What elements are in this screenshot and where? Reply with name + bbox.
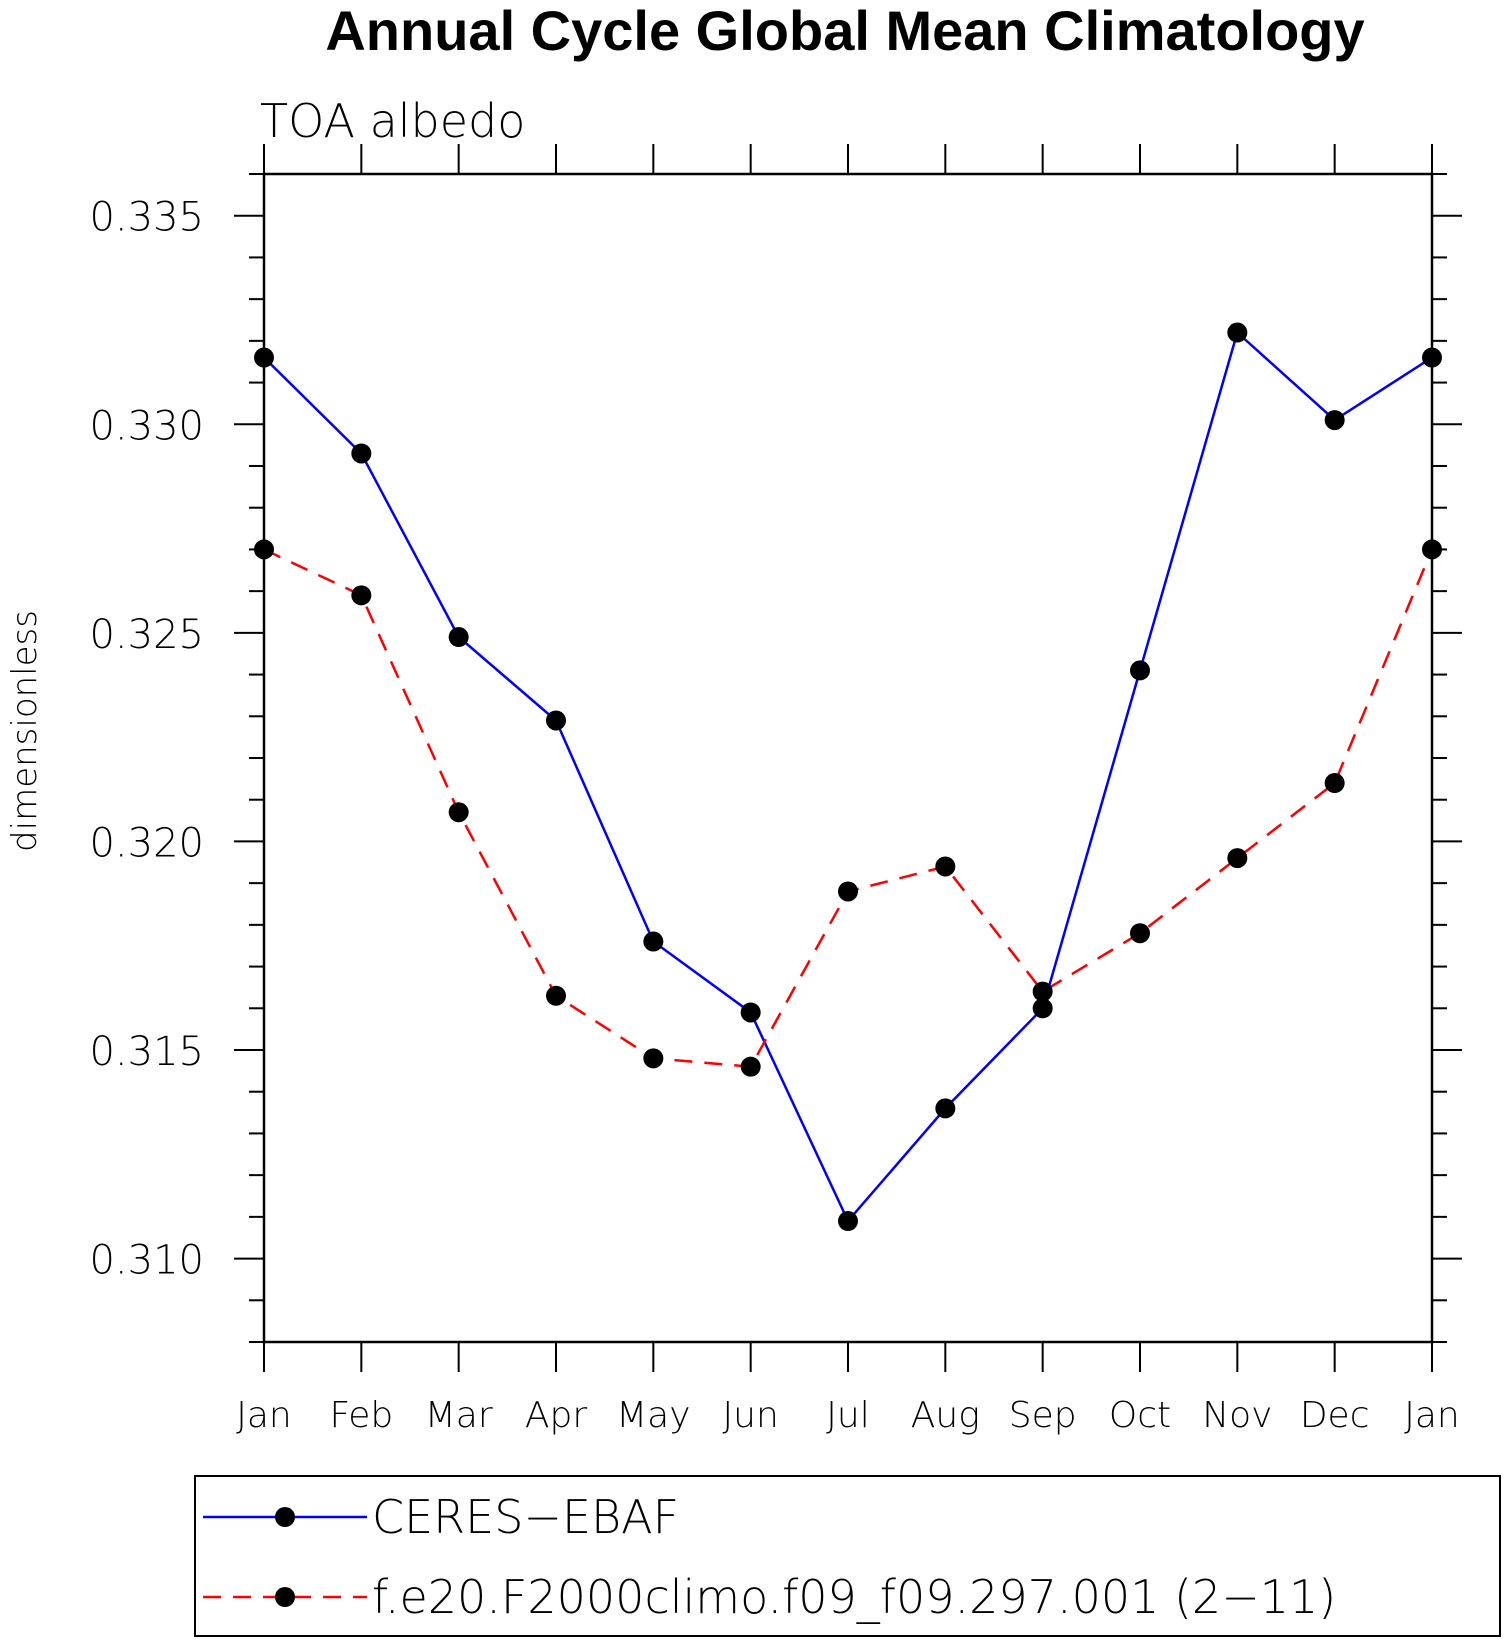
x-tick-label: Oct <box>1109 1395 1171 1436</box>
series-2-point <box>448 802 469 823</box>
y-axis-ticks: 0.310 0.315 0.320 0.325 0.330 0.335 <box>89 173 1462 1343</box>
y-tick-label: 0.320 <box>89 820 204 866</box>
x-tick-label: Nov <box>1202 1395 1272 1436</box>
legend-box <box>194 1475 1501 1637</box>
x-tick-label: Aug <box>911 1395 980 1436</box>
x-tick-label: Jul <box>826 1395 869 1436</box>
series-2-point <box>546 985 566 1006</box>
series-2-point <box>1227 848 1248 869</box>
series-1-point <box>643 931 664 952</box>
chart-title: Annual Cycle Global Mean Climatology <box>325 0 1364 62</box>
series-2-point <box>1324 773 1345 794</box>
series-2-point <box>838 881 858 902</box>
series-2-point <box>1130 923 1150 944</box>
series-2-point <box>254 539 274 560</box>
series-1-point <box>448 627 469 648</box>
y-tick-label: 0.315 <box>89 1029 204 1075</box>
legend-label-series-1: CERES−EBAF <box>372 1490 679 1544</box>
series-2-line <box>263 548 1434 1069</box>
legend-marker-series-1 <box>275 1507 295 1527</box>
series-1-point <box>740 1002 761 1023</box>
series-1-point <box>1032 998 1053 1019</box>
series-1-point <box>1130 660 1150 681</box>
series-1-point <box>1324 410 1345 431</box>
y-tick-label: 0.335 <box>89 195 204 241</box>
series-2-point <box>1032 981 1053 1002</box>
y-tick-label: 0.310 <box>89 1238 204 1284</box>
series-1-point <box>1422 347 1442 368</box>
series-2-point <box>935 856 956 877</box>
x-tick-label: Sep <box>1009 1395 1077 1436</box>
series-layer <box>254 322 1442 1232</box>
series-2-point <box>1422 539 1442 560</box>
series-2-point <box>643 1048 664 1069</box>
x-tick-label: Mar <box>425 1395 493 1436</box>
x-axis-ticks: Jan Feb Mar Apr May Jun Jul Aug Sep Oct Nov Dec Jan <box>236 144 1460 1436</box>
y-tick-label: 0.330 <box>89 403 204 449</box>
series-1-point <box>546 710 566 731</box>
series-1-point <box>935 1098 956 1119</box>
series-1-point <box>838 1211 858 1232</box>
x-tick-label: Apr <box>525 1395 587 1436</box>
y-tick-label: 0.325 <box>89 612 204 658</box>
chart-subtitle: TOA albedo <box>260 94 525 148</box>
x-tick-label: Jan <box>236 1395 292 1436</box>
legend-label-series-2: f.e20.F2000climo.f09_f09.297.001 (2−11) <box>372 1570 1336 1624</box>
series-2-point <box>351 585 372 606</box>
legend: CERES−EBAF f.e20.F2000climo.f09_f09.297.… <box>194 1475 1501 1637</box>
series-2-point <box>740 1056 761 1077</box>
x-tick-label: Jun <box>723 1395 779 1436</box>
x-tick-label: May <box>616 1395 690 1436</box>
x-tick-label: Dec <box>1300 1395 1370 1436</box>
legend-marker-series-2 <box>275 1587 295 1607</box>
y-axis-label: dimensionless <box>5 610 45 852</box>
x-tick-label: Feb <box>329 1395 393 1436</box>
series-1-point <box>254 347 274 368</box>
series-1-point <box>351 443 372 464</box>
series-1-line <box>263 330 1433 1224</box>
series-1-point <box>1227 322 1248 343</box>
x-tick-label: Jan <box>1404 1395 1460 1436</box>
